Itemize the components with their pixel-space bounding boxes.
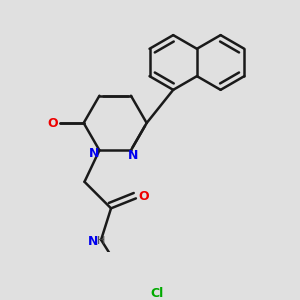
Text: Cl: Cl [151, 287, 164, 300]
Text: N: N [128, 149, 138, 162]
Text: O: O [48, 116, 58, 130]
Text: N: N [88, 147, 99, 160]
Text: H: H [97, 236, 105, 247]
Text: O: O [138, 190, 149, 203]
Text: N: N [88, 235, 98, 248]
